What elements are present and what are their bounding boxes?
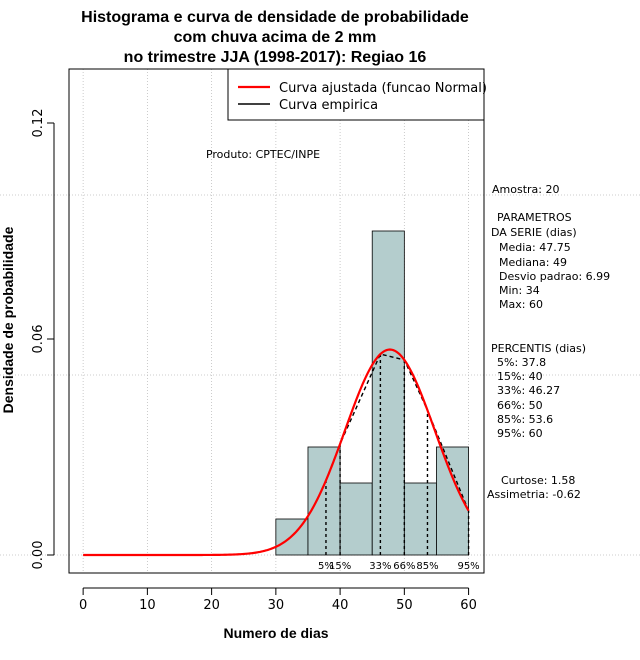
stat-p33: 33%: 46.27 bbox=[497, 384, 560, 397]
percentile-label-0: 5% bbox=[318, 561, 334, 572]
stat-amostra: Amostra: 20 bbox=[492, 183, 559, 196]
stat-p66: 66%: 50 bbox=[497, 399, 543, 412]
stat-max: Max: 60 bbox=[499, 298, 543, 311]
stat-desvio: Desvio padrao: 6.99 bbox=[499, 270, 610, 283]
x-axis: 0 10 20 30 40 50 60 bbox=[79, 587, 477, 613]
stat-p85: 85%: 53.6 bbox=[497, 413, 553, 426]
stat-parametros-title-2: DA SERIE (dias) bbox=[491, 226, 577, 239]
legend-empirical-label: Curva empirica bbox=[279, 98, 378, 113]
percentile-label-4: 85% bbox=[416, 561, 438, 572]
y-tick-label-0: 0.00 bbox=[31, 541, 46, 570]
percentile-lines bbox=[325, 354, 470, 555]
product-annotation: Produto: CPTEC/INPE bbox=[206, 148, 320, 161]
x-tick-label-5: 50 bbox=[396, 598, 413, 613]
x-axis-label: Numero de dias bbox=[223, 625, 328, 641]
percentile-label-1: 15% bbox=[329, 561, 351, 572]
x-tick-label-4: 40 bbox=[332, 598, 349, 613]
x-tick-label-0: 0 bbox=[79, 598, 87, 613]
percentile-labels: 5%15% 33% 66% 85% 95% bbox=[318, 561, 480, 572]
chart-title-line-3: no trimestre JJA (1998-2017): Regiao 16 bbox=[124, 49, 427, 66]
histogram-bar-1 bbox=[307, 446, 341, 556]
chart-title-line-2: com chuva acima de 2 mm bbox=[174, 29, 377, 46]
stat-media: Media: 47.75 bbox=[499, 241, 571, 254]
histogram-bar-3 bbox=[371, 230, 405, 556]
stat-parametros-title-1: PARAMETROS bbox=[497, 211, 572, 224]
x-tick-label-1: 10 bbox=[139, 598, 156, 613]
legend-box bbox=[227, 68, 485, 121]
percentile-label-5: 95% bbox=[457, 561, 479, 572]
y-axis-label: Densidade de probabilidade bbox=[0, 226, 16, 413]
stat-curtose: Curtose: 1.58 bbox=[501, 474, 575, 487]
x-tick-label-2: 20 bbox=[203, 598, 220, 613]
stat-min: Min: 34 bbox=[499, 284, 540, 297]
stat-p95: 95%: 60 bbox=[497, 427, 543, 440]
stats-panel: Amostra: 20 PARAMETROS DA SERIE (dias) M… bbox=[487, 183, 610, 501]
x-tick-label-3: 30 bbox=[268, 598, 285, 613]
x-tick-label-6: 60 bbox=[460, 598, 477, 613]
stat-p15: 15%: 40 bbox=[497, 370, 543, 383]
y-tick-label-1: 0.06 bbox=[31, 325, 46, 354]
histogram-bars bbox=[275, 230, 469, 556]
chart-title-line-1: Histograma e curva de densidade de proba… bbox=[81, 9, 469, 26]
empirical-curve bbox=[325, 353, 470, 512]
legend-fit-label: Curva ajustada (funcao Normal) bbox=[279, 81, 487, 96]
stat-p5: 5%: 37.8 bbox=[497, 356, 546, 369]
histogram-bar-2 bbox=[339, 482, 373, 556]
stat-percentis-title: PERCENTIS (dias) bbox=[491, 342, 586, 355]
y-axis: 0.00 0.06 0.12 bbox=[31, 109, 55, 570]
histogram-bar-4 bbox=[403, 482, 437, 556]
percentile-label-3: 66% bbox=[393, 561, 415, 572]
stat-assimetria: Assimetria: -0.62 bbox=[487, 488, 581, 501]
stat-mediana: Mediana: 49 bbox=[499, 256, 567, 269]
legend: Curva ajustada (funcao Normal) Curva emp… bbox=[227, 68, 487, 121]
y-tick-label-2: 0.12 bbox=[31, 109, 46, 138]
fitted-normal-curve bbox=[83, 348, 470, 557]
percentile-label-2: 33% bbox=[369, 561, 391, 572]
